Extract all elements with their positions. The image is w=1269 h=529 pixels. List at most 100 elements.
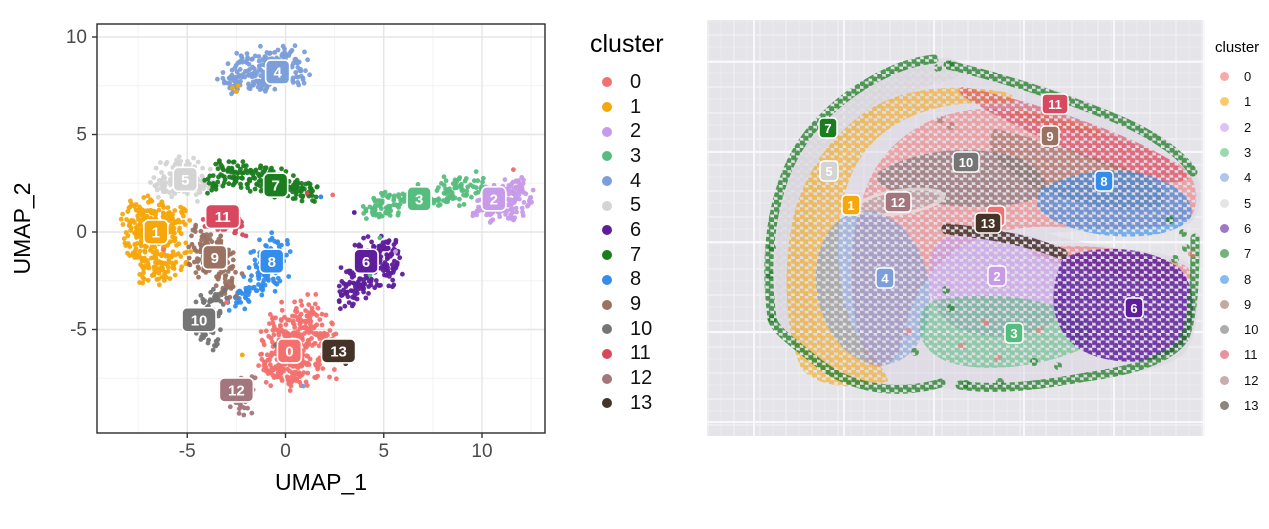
legend-item-12: 12: [588, 366, 664, 391]
svg-text:4: 4: [881, 271, 889, 286]
legend-item-3: 3: [1215, 140, 1259, 165]
spatial-region-cluster-6: [1053, 248, 1194, 362]
legend-swatch-icon: [1220, 122, 1229, 132]
legend-swatch-icon: [602, 250, 612, 261]
svg-text:6: 6: [1130, 301, 1137, 316]
umap-legend-items: 0 1 2 3 4 5 6 7 8 9 10 11 12 13: [588, 70, 664, 416]
umap-legend-title: cluster: [590, 30, 664, 58]
spatial-cluster-label-10: 10: [952, 151, 980, 173]
svg-text:10: 10: [959, 155, 973, 170]
umap-cluster-label-2: 2: [480, 186, 507, 212]
spatial-cluster-label-6: 6: [1124, 297, 1144, 319]
umap-y-axis-title: UMAP_2: [9, 182, 35, 274]
legend-swatch-icon: [1220, 299, 1229, 309]
legend-item-6: 6: [1215, 216, 1259, 241]
legend-swatch-icon: [1220, 274, 1229, 284]
legend-swatch-icon: [602, 102, 612, 113]
legend-item-label: 8: [630, 268, 642, 291]
umap-legend: cluster 0 1 2 3 4 5 6 7 8 9 10 11 12 13: [588, 32, 664, 416]
legend-swatch-icon: [602, 77, 612, 88]
spatial-cluster-label-1: 1: [841, 194, 861, 216]
spatial-cluster-label-13: 13: [974, 212, 1002, 234]
legend-item-label: 4: [1244, 170, 1252, 186]
legend-item-0: 0: [588, 70, 664, 95]
spatial-region-cluster-7: [764, 54, 939, 323]
spatial-cluster-label-5: 5: [819, 160, 839, 182]
spatial-region-cluster-7: [767, 314, 946, 394]
umap-cluster-label-4: 4: [264, 59, 291, 85]
legend-item-13: 13: [1215, 393, 1259, 418]
legend-item-1: 1: [1215, 89, 1259, 114]
legend-item-8: 8: [588, 268, 664, 293]
legend-item-2: 2: [1215, 115, 1259, 140]
svg-text:5: 5: [825, 164, 832, 179]
umap-cluster-label-6: 6: [353, 248, 379, 275]
svg-text:3: 3: [1010, 326, 1017, 341]
legend-item-label: 13: [630, 391, 653, 414]
legend-item-label: 11: [1244, 347, 1258, 363]
legend-swatch-icon: [1220, 223, 1229, 233]
legend-item-10: 10: [588, 317, 664, 342]
legend-swatch-icon: [1220, 325, 1229, 335]
legend-item-0: 0: [1215, 64, 1259, 89]
svg-text:11: 11: [1048, 97, 1062, 112]
legend-swatch-icon: [602, 324, 612, 335]
legend-item-label: 2: [1244, 119, 1252, 135]
legend-item-label: 11: [630, 342, 651, 365]
legend-item-label: 2: [630, 120, 642, 143]
spatial-legend: cluster 0 1 2 3 4 5 6 7 8 9 10 11 12 13: [1215, 40, 1259, 418]
legend-item-label: 7: [1244, 246, 1252, 262]
legend-item-label: 1: [1244, 94, 1252, 110]
svg-text:8: 8: [1100, 174, 1107, 189]
legend-item-label: 6: [630, 218, 642, 241]
legend-swatch-icon: [602, 151, 612, 162]
legend-swatch-icon: [602, 126, 612, 137]
legend-swatch-icon: [1220, 249, 1229, 259]
legend-item-label: 13: [1244, 398, 1259, 413]
legend-swatch-icon: [602, 225, 612, 236]
legend-item-12: 12: [1215, 368, 1259, 393]
legend-item-label: 0: [630, 70, 642, 93]
spatial-region-cluster-4: [815, 210, 931, 366]
legend-swatch-icon: [1220, 401, 1229, 410]
umap-cluster-label-1: 1: [143, 219, 169, 245]
umap-cluster-label-12: 12: [218, 377, 255, 403]
umap-cluster-label-3: 3: [406, 186, 432, 212]
spatial-cluster-label-9: 9: [1040, 125, 1060, 147]
spatial-cluster-labels: 751119108124236013: [818, 93, 1144, 344]
legend-item-label: 9: [630, 293, 642, 316]
legend-swatch-icon: [1220, 350, 1229, 360]
legend-item-11: 11: [1215, 342, 1259, 367]
legend-swatch-icon: [1220, 173, 1229, 183]
umap-cluster-label-10: 10: [181, 306, 217, 333]
umap-cluster-label-0: 0: [276, 338, 303, 364]
legend-swatch-icon: [602, 200, 612, 211]
legend-item-7: 7: [588, 243, 664, 268]
umap-cluster-label-11: 11: [204, 203, 241, 230]
umap-cluster-label-9: 9: [201, 244, 228, 271]
svg-text:13: 13: [981, 216, 995, 231]
legend-item-label: 3: [630, 144, 642, 167]
legend-item-label: 12: [630, 367, 653, 390]
svg-text:9: 9: [1046, 129, 1053, 144]
spatial-legend-items: 0 1 2 3 4 5 6 7 8 9 10 11 12 13: [1215, 64, 1259, 418]
legend-swatch-icon: [602, 299, 612, 310]
legend-item-label: 8: [1244, 271, 1252, 287]
spatial-region-cluster-13: [941, 223, 1068, 260]
legend-swatch-icon: [602, 176, 612, 187]
legend-swatch-icon: [1220, 375, 1229, 385]
umap-cluster-label-7: 7: [262, 172, 289, 198]
spatial-region-cluster-8: [1037, 170, 1192, 237]
legend-item-label: 10: [1244, 322, 1259, 338]
legend-item-label: 6: [1244, 220, 1252, 236]
spatial-region-cluster-7: [955, 233, 1200, 392]
spatial-cluster-label-7: 7: [818, 117, 838, 139]
legend-item-13: 13: [588, 391, 664, 416]
legend-item-1: 1: [588, 95, 664, 120]
umap-cluster-label-13: 13: [320, 338, 357, 364]
legend-item-label: 1: [630, 95, 642, 118]
